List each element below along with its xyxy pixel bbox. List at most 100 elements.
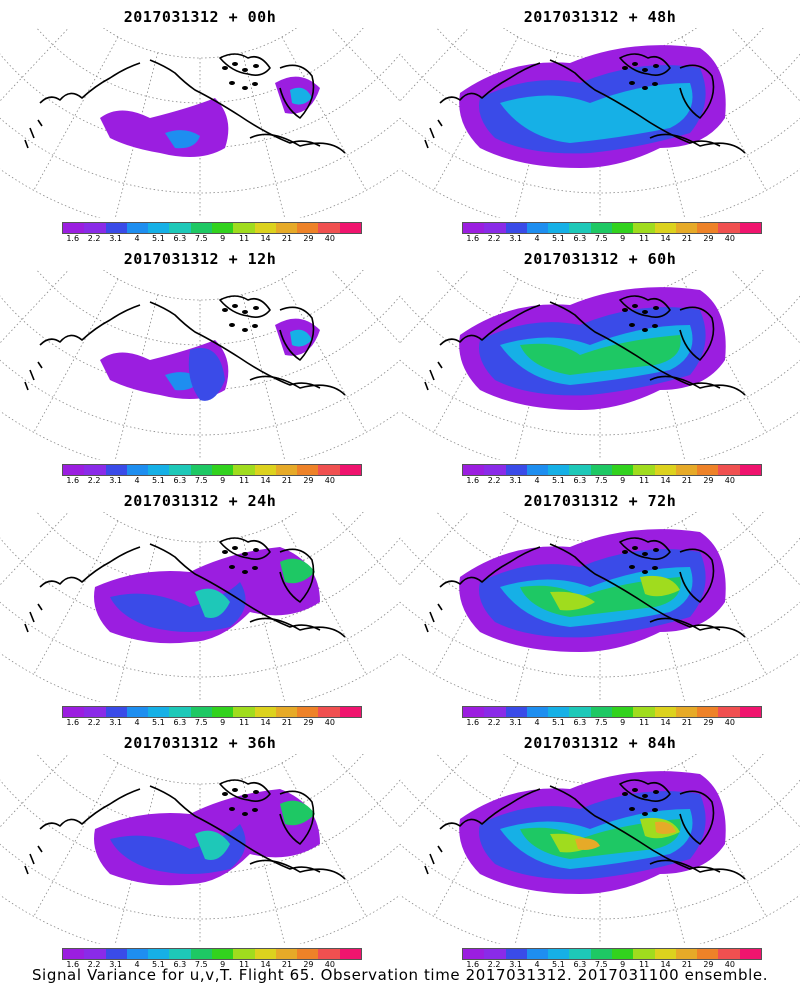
longitude-line (0, 754, 70, 828)
colorbar-swatch (211, 707, 234, 717)
island (242, 310, 248, 314)
colorbar-swatch (211, 949, 234, 959)
colorbar-tick-label: 3.1 (509, 718, 522, 727)
colorbar-tick-label: 40 (724, 960, 735, 969)
colorbar-tick-label: 29 (303, 476, 314, 485)
colorbar-swatch (339, 949, 361, 959)
colorbar-tick-label: 21 (281, 718, 293, 727)
colorbar-tick-label: 11 (639, 476, 650, 485)
colorbar-tick-label: 7.5 (594, 476, 608, 485)
latitude-line (0, 117, 400, 194)
colorbar-tick-label: 14 (260, 234, 271, 243)
colorbar-tick-label: 9 (620, 718, 626, 727)
colorbar-tick-label: 21 (281, 960, 293, 969)
longitude-line (730, 754, 800, 828)
colorbar-tick-label: 1.6 (466, 476, 480, 485)
colorbar-swatch (169, 707, 191, 717)
colorbar-swatch (697, 707, 719, 717)
colorbar (462, 706, 762, 718)
forecast-panel: 2017031312 + 12h 1.6 2.2 3.1 4 5.1 6.3 7.5 9 11 14… (0, 242, 400, 490)
variance-contour (110, 582, 246, 632)
colorbar-tick-label: 9 (620, 234, 626, 243)
coastline-segment (219, 53, 271, 76)
coastline-segment (24, 119, 43, 149)
island (229, 81, 235, 85)
coastline (24, 53, 346, 154)
island (629, 807, 635, 811)
colorbar-swatch (318, 223, 340, 233)
coastline-segment (39, 304, 141, 346)
coastline-segment (679, 306, 715, 361)
colorbar-swatch (297, 465, 319, 475)
colorbar-tick-label: 21 (681, 234, 693, 243)
longitude-line (330, 754, 400, 828)
colorbar-swatch (484, 465, 506, 475)
coastline-segment (279, 790, 315, 845)
colorbar-swatch (84, 707, 106, 717)
figure-caption: Signal Variance for u,v,T. Flight 65. Ob… (31, 966, 769, 984)
colorbar-tick-label: 2.2 (487, 718, 501, 727)
coastline-segment (219, 295, 271, 318)
island (229, 807, 235, 811)
island (652, 566, 658, 570)
island (242, 812, 248, 816)
colorbar-tick-label: 29 (703, 718, 714, 727)
colorbar-tick-label: 29 (703, 960, 714, 969)
island (653, 64, 659, 68)
colorbar-tick-label: 5.1 (552, 476, 565, 485)
colorbar-swatch (697, 465, 719, 475)
variance-field (459, 287, 726, 410)
forecast-panel: 2017031312 + 48h 1.6 2.2 3.1 4 5.1 6.3 7.5 9 11 14… (400, 0, 800, 248)
latitude-line (102, 512, 298, 543)
variance-contour (280, 558, 315, 584)
colorbar-tick-label: 6.3 (573, 718, 587, 727)
colorbar-swatch (675, 707, 698, 717)
colorbar-swatch (275, 707, 298, 717)
colorbar-tick-label: 5.1 (552, 234, 565, 243)
island (222, 792, 228, 796)
panel-title: 2017031312 + 24h (123, 492, 277, 510)
island (642, 552, 648, 556)
colorbar-swatch (254, 465, 276, 475)
colorbar-swatch (297, 707, 319, 717)
coastline-segment (424, 603, 443, 633)
colorbar (62, 464, 362, 476)
colorbar-swatch (126, 949, 149, 959)
variance-contour (290, 329, 312, 347)
colorbar-swatch (297, 949, 319, 959)
colorbar-tick-label: 4 (534, 718, 540, 727)
island (632, 304, 638, 308)
colorbar-swatch (484, 223, 506, 233)
colorbar-swatch (84, 949, 106, 959)
forecast-panel: 2017031312 + 60h 1.6 2.2 3.1 4 5.1 6.3 7.5 9 11 14… (400, 242, 800, 490)
colorbar-swatch (233, 465, 255, 475)
colorbar-swatch (148, 465, 170, 475)
colorbar-tick-label: 11 (639, 960, 650, 969)
colorbar-tick-label: 3.1 (109, 718, 122, 727)
island (653, 790, 659, 794)
colorbar-swatch (590, 949, 612, 959)
colorbar-tick-label: 1.6 (66, 476, 80, 485)
longitude-line (400, 28, 470, 102)
coastline-segment (619, 295, 671, 318)
variance-contour (280, 800, 315, 826)
colorbar-swatch (633, 223, 655, 233)
longitude-line (330, 512, 400, 586)
variance-contour (290, 87, 312, 105)
island (653, 306, 659, 310)
colorbar-tick-label: 2.2 (87, 718, 101, 727)
colorbar-swatch (105, 465, 127, 475)
longitude-line (433, 520, 519, 675)
variance-field (100, 318, 320, 401)
colorbar-swatch (463, 949, 485, 959)
polar-map (400, 754, 800, 944)
polar-map (400, 270, 800, 460)
forecast-panel: 2017031312 + 24h 1.6 2.2 3.1 4 5.1 6.3 7.5 9 11 14… (0, 484, 400, 732)
panel-title: 2017031312 + 36h (123, 734, 277, 752)
colorbar-tick-label: 6.3 (173, 234, 187, 243)
longitude-line (241, 294, 286, 460)
variance-field (100, 76, 320, 157)
colorbar-tick-label: 7.5 (194, 718, 208, 727)
colorbar-tick-label: 6.3 (573, 960, 587, 969)
coastline-segment (39, 62, 141, 104)
